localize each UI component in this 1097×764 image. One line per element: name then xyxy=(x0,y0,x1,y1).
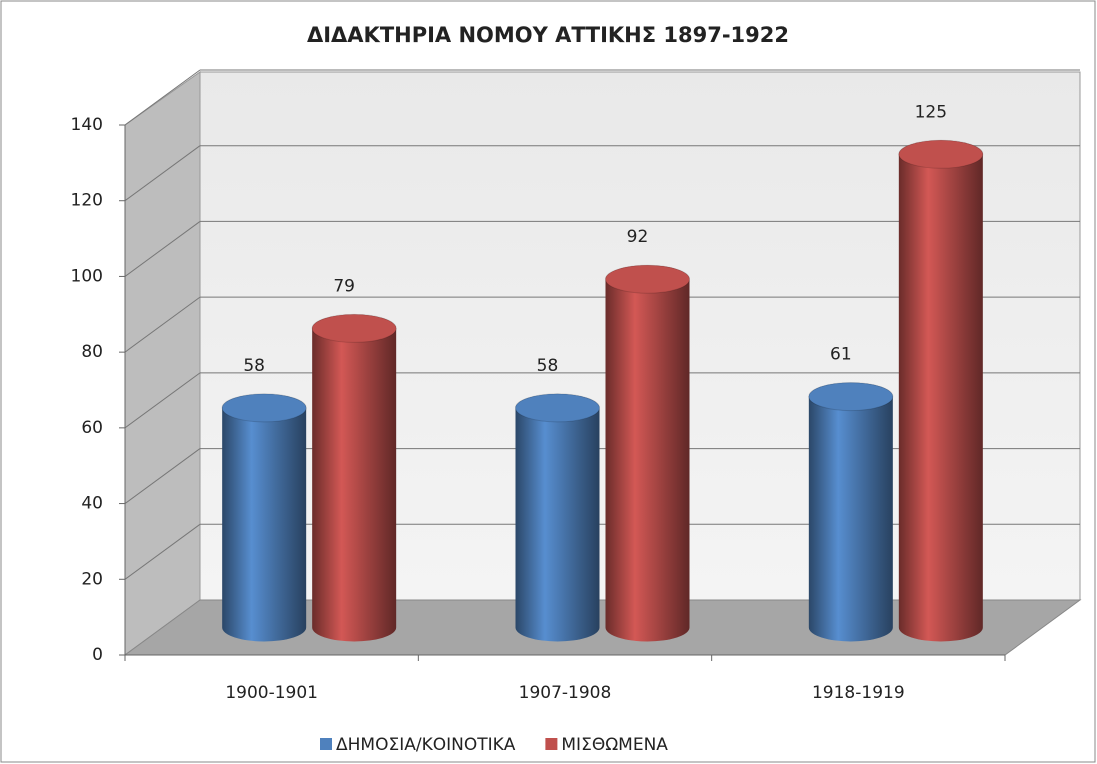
legend-label: ΜΙΣΘΩΜΕΝΑ xyxy=(561,735,668,755)
cylinder xyxy=(515,393,600,642)
cylinder xyxy=(312,314,397,642)
cylinder-top xyxy=(311,313,397,343)
grid-line-side xyxy=(124,372,201,429)
data-label: 79 xyxy=(333,276,355,296)
x-tick-label: 1900-1901 xyxy=(225,683,318,703)
y-tick-label: 80 xyxy=(81,342,103,362)
cylinder xyxy=(605,265,690,642)
grid-line-side xyxy=(124,145,201,202)
cylinder xyxy=(222,393,307,642)
y-tick-label: 140 xyxy=(71,115,103,135)
y-tick-label: 20 xyxy=(81,569,103,589)
data-label: 61 xyxy=(830,345,852,365)
cylinder-top xyxy=(515,393,600,423)
grid-line-side xyxy=(124,221,201,277)
y-tick-label: 0 xyxy=(92,645,103,665)
data-label: 58 xyxy=(243,356,265,376)
legend-swatch xyxy=(545,738,558,750)
grid-line-side xyxy=(124,69,201,126)
x-tick-label: 1907-1908 xyxy=(519,683,612,703)
data-label: 92 xyxy=(627,227,649,247)
cylinder-top xyxy=(808,382,894,412)
data-label: 58 xyxy=(537,356,559,376)
y-tick-label: 40 xyxy=(81,494,103,514)
side-wall xyxy=(124,71,201,656)
data-label: 125 xyxy=(915,102,947,122)
y-tick-label: 120 xyxy=(71,191,103,211)
grid-line-side xyxy=(124,523,201,580)
cylinder xyxy=(898,140,983,642)
chart-title: ΔΙΔΑΚΤΗΡΙΑ ΝΟΜΟΥ ΑΤΤΙΚΗΣ 1897-1922 xyxy=(307,23,789,47)
x-tick-label: 1918-1919 xyxy=(812,683,905,703)
legend-label: ΔΗΜΟΣΙΑ/ΚΟΙΝΟΤΙΚΑ xyxy=(336,735,516,755)
legend-swatch xyxy=(320,738,332,750)
y-tick-label: 100 xyxy=(71,266,103,286)
cylinder xyxy=(808,382,893,642)
y-tick-label: 60 xyxy=(81,418,103,438)
cylinder-top xyxy=(898,139,984,169)
grid-line-side xyxy=(124,296,201,353)
cylinder-top xyxy=(221,393,307,423)
cylinder-top xyxy=(605,264,690,294)
grid-line-side xyxy=(124,448,201,504)
